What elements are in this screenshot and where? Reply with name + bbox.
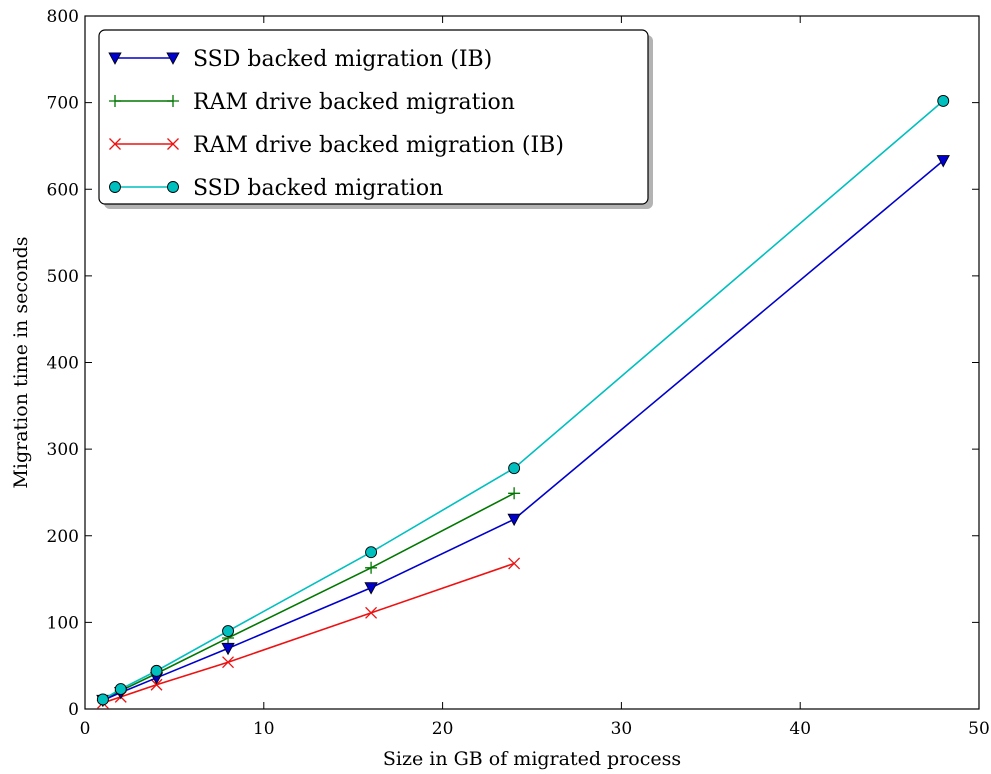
legend-entry: RAM drive backed migration bbox=[109, 90, 515, 115]
series-line bbox=[102, 562, 515, 704]
y-tick-label: 100 bbox=[47, 613, 79, 633]
data-point bbox=[167, 95, 179, 107]
data-point bbox=[364, 582, 378, 595]
legend-label: SSD backed migration bbox=[193, 176, 443, 201]
y-axis-label: Migration time in seconds bbox=[10, 236, 32, 488]
y-tick-label: 700 bbox=[47, 94, 79, 114]
data-point bbox=[109, 138, 121, 150]
data-point bbox=[222, 625, 234, 637]
x-tick-label: 0 bbox=[80, 719, 91, 739]
data-point bbox=[150, 678, 163, 691]
x-axis-label: Size in GB of migrated process bbox=[383, 748, 681, 770]
data-point bbox=[937, 94, 950, 107]
data-point bbox=[167, 181, 179, 193]
data-point bbox=[166, 52, 180, 65]
x-tick-label: 20 bbox=[432, 719, 454, 739]
y-tick-label: 400 bbox=[47, 354, 79, 374]
data-point bbox=[108, 52, 122, 65]
y-tick-label: 800 bbox=[47, 7, 79, 27]
data-point bbox=[508, 557, 521, 570]
y-tick-label: 500 bbox=[47, 267, 79, 287]
y-tick-label: 600 bbox=[47, 180, 79, 200]
data-point bbox=[508, 487, 521, 500]
data-point bbox=[109, 95, 121, 107]
legend: SSD backed migration (IB) RAM drive backe… bbox=[98, 29, 653, 209]
series-2 bbox=[96, 557, 521, 709]
legend-box bbox=[98, 29, 649, 205]
data-point bbox=[936, 155, 950, 168]
legend-label: RAM drive backed migration bbox=[193, 90, 515, 115]
legend-entry: RAM drive backed migration (IB) bbox=[109, 133, 564, 158]
legend-label: SSD backed migration (IB) bbox=[193, 47, 492, 72]
x-tick-label: 50 bbox=[968, 719, 990, 739]
y-tick-label: 0 bbox=[68, 700, 79, 720]
x-tick-label: 40 bbox=[789, 719, 811, 739]
legend-entry: SSD backed migration (IB) bbox=[108, 47, 492, 72]
data-point bbox=[222, 656, 234, 669]
data-point bbox=[221, 642, 235, 656]
data-point bbox=[109, 181, 121, 193]
x-tick-label: 10 bbox=[253, 719, 275, 739]
data-point bbox=[508, 462, 521, 475]
data-point bbox=[150, 664, 163, 677]
data-point bbox=[114, 683, 127, 696]
y-tick-label: 300 bbox=[47, 440, 79, 460]
series-layer bbox=[96, 94, 950, 709]
series-3 bbox=[96, 94, 950, 706]
series-line bbox=[102, 160, 944, 702]
x-tick-label: 30 bbox=[611, 719, 633, 739]
data-point bbox=[365, 546, 378, 559]
data-point bbox=[365, 561, 378, 574]
data-point bbox=[507, 513, 521, 527]
data-point bbox=[365, 606, 378, 619]
series-line bbox=[102, 492, 515, 702]
series-0 bbox=[96, 155, 950, 708]
y-tick-label: 200 bbox=[47, 527, 79, 547]
legend-label: RAM drive backed migration (IB) bbox=[193, 133, 564, 158]
legend-entry: SSD backed migration bbox=[109, 176, 443, 201]
data-point bbox=[167, 138, 179, 150]
data-point bbox=[96, 693, 109, 706]
